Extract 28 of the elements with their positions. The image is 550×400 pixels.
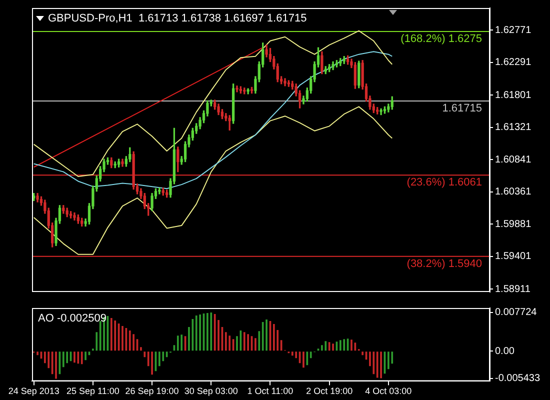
x-tick-label: 30 Sep 03:00 [184, 386, 238, 396]
x-tick-label: 4 Oct 03:00 [365, 386, 412, 396]
y-tick-label: 1.61321 [495, 122, 532, 134]
y-tick-label: 1.58911 [495, 284, 531, 295]
y-tick-label: 0.007724 [495, 307, 538, 318]
ref-line-label: 1.61715 [442, 102, 482, 115]
ref-line-label: (168.2%) 1.6275 [400, 33, 482, 46]
y-tick-label: 1.59401 [495, 251, 532, 262]
y-tick-label: 1.60361 [495, 186, 532, 198]
x-tick-label: 24 Sep 2013 [8, 386, 60, 396]
chart-title: AO -0.002509 [38, 312, 106, 325]
candlestick [246, 88, 250, 94]
ref-line-label: (23.6%) 1.6061 [406, 176, 482, 189]
y-tick-label: 1.60841 [495, 154, 532, 166]
y-tick-label: -0.005433 [495, 373, 540, 384]
x-tick-label: 26 Sep 19:00 [125, 386, 179, 396]
chart-title: GBPUSD-Pro,H1 1.61713 1.61738 1.61697 1.61715 [48, 12, 307, 25]
x-tick-label: 25 Sep 11:00 [66, 386, 120, 396]
x-tick-label: 1 Oct 11:00 [247, 386, 294, 396]
x-tick-label: 2 Oct 19:00 [306, 386, 353, 396]
y-tick-label: 1.61801 [495, 90, 532, 101]
y-tick-label: 0.00 [495, 346, 515, 357]
candlestick [121, 158, 124, 167]
y-tick-label: 1.59881 [495, 218, 532, 230]
ref-line-label: (38.2%) 1.5940 [406, 258, 482, 270]
y-tick-label: 1.62771 [495, 24, 532, 36]
candlestick [236, 86, 238, 92]
y-tick-label: 1.62291 [495, 57, 532, 68]
